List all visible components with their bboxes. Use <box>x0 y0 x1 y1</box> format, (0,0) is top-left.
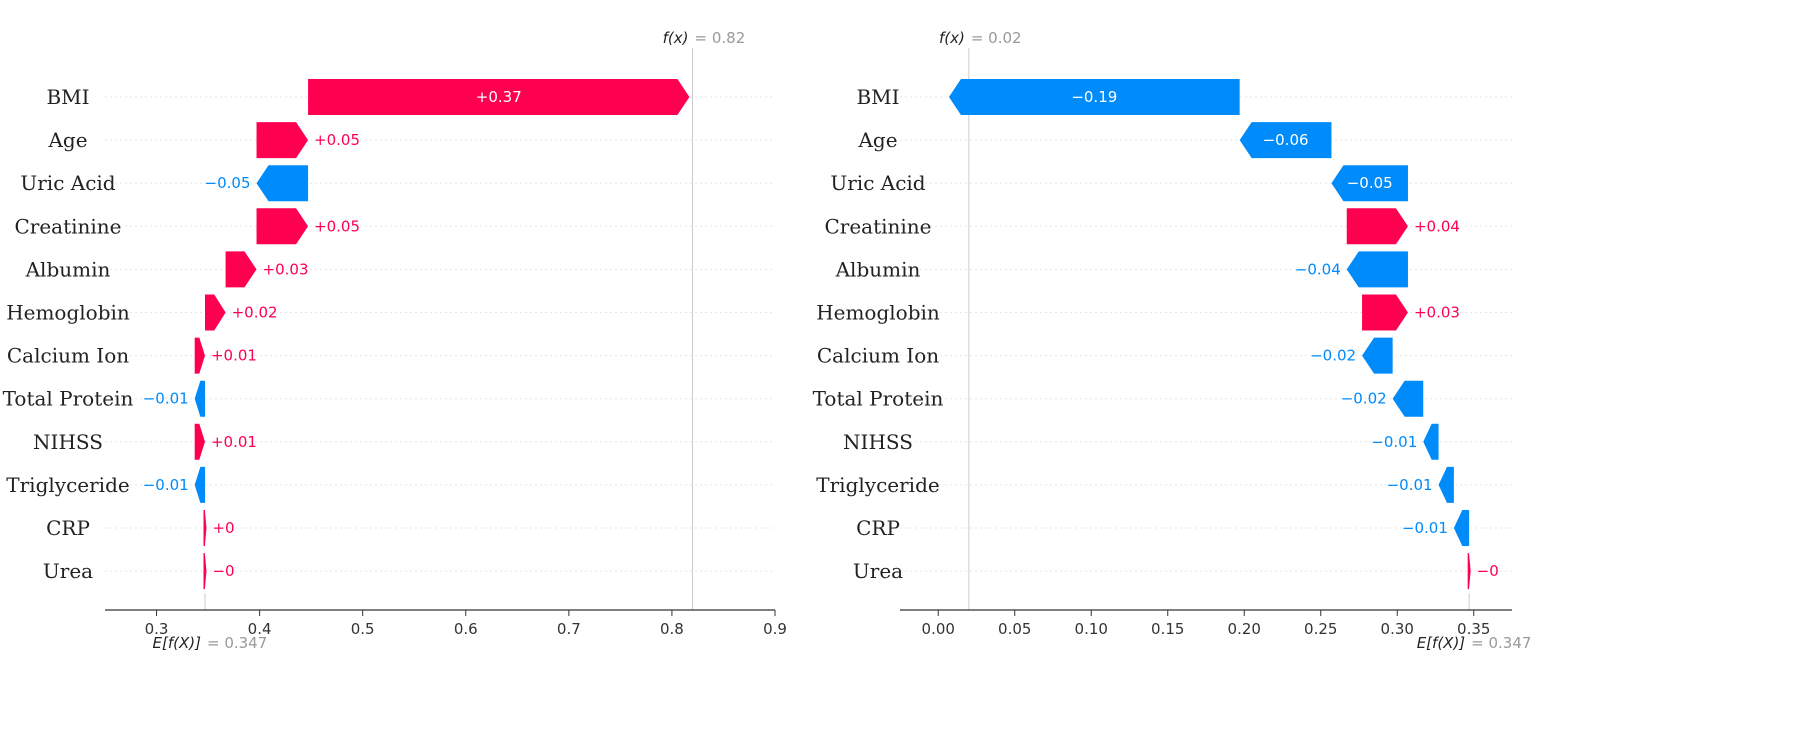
x-tick-label: 0.30 <box>1381 620 1414 638</box>
base-value-label: E[f(X)] <box>1417 634 1466 652</box>
feature-label: Calcium Ion <box>7 344 129 368</box>
x-tick-label: 0.25 <box>1304 620 1337 638</box>
x-tick-label: 0.7 <box>557 620 581 638</box>
x-tick-label: 0.20 <box>1228 620 1261 638</box>
feature-label: Total Protein <box>3 387 134 411</box>
bar-value-label: −0.05 <box>205 174 251 192</box>
bar-age <box>1239 122 1332 159</box>
feature-label: CRP <box>46 516 90 540</box>
bar-calcium-ion <box>1362 337 1393 374</box>
x-tick-label: 0.8 <box>660 620 684 638</box>
feature-label: Hemoglobin <box>6 301 130 325</box>
bar-albumin <box>225 251 257 288</box>
bar-value-label: −0.19 <box>1071 88 1117 106</box>
bar-calcium-ion <box>194 337 205 374</box>
bar-nihss <box>1423 423 1439 460</box>
bar-value-label: +0.37 <box>476 88 522 106</box>
bar-value-label: −0 <box>212 562 234 580</box>
bar-value-label: +0.05 <box>314 217 360 235</box>
x-tick-label: 0.6 <box>454 620 478 638</box>
bar-value-label: +0.03 <box>263 260 309 278</box>
x-tick-label: 0.5 <box>351 620 375 638</box>
bar-urea <box>203 553 207 590</box>
bar-bmi <box>308 79 690 115</box>
waterfall-panel-1: +0.37 BMI +0.05 Age −0.05 Uric Acid +0.05 Creat… <box>3 29 787 652</box>
x-tick-label: 0.15 <box>1151 620 1184 638</box>
bar-value-label: −0.02 <box>1310 347 1356 365</box>
bar-value-label: −0.06 <box>1263 131 1309 149</box>
x-tick-label: 0.9 <box>763 620 787 638</box>
x-tick-label: 0.35 <box>1457 620 1490 638</box>
bar-albumin <box>1346 251 1408 288</box>
feature-label: Urea <box>853 559 903 583</box>
bar-crp <box>1453 510 1470 546</box>
bar-value-label: −0.05 <box>1347 174 1393 192</box>
feature-label: Creatinine <box>824 214 931 238</box>
feature-label: Uric Acid <box>830 171 925 195</box>
bar-value-label: +0 <box>212 519 234 537</box>
bar-value-label: +0.03 <box>1414 304 1460 322</box>
bar-value-label: −0.01 <box>143 476 189 494</box>
bar-value-label: −0.01 <box>1387 476 1433 494</box>
bar-uric-acid <box>256 165 309 202</box>
bar-value-label: +0.04 <box>1414 217 1460 235</box>
bar-uric-acid <box>1331 165 1408 202</box>
bar-creatinine <box>1346 208 1408 245</box>
output-value-label: f(x) <box>939 29 965 47</box>
feature-label: Creatinine <box>14 214 121 238</box>
feature-label: NIHSS <box>843 430 913 454</box>
bar-value-label: +0.01 <box>211 347 257 365</box>
bar-value-label: −0.04 <box>1295 260 1341 278</box>
output-value-number: = 0.02 <box>971 29 1022 47</box>
bar-value-label: +0.01 <box>211 433 257 451</box>
base-value-label: E[f(X)] <box>153 634 202 652</box>
bar-value-label: −0.01 <box>1402 519 1448 537</box>
bar-hemoglobin <box>1362 294 1408 331</box>
feature-label: BMI <box>856 85 899 109</box>
feature-label: Albumin <box>835 257 921 281</box>
waterfall-panel-2: −0.19 BMI −0.06 Age −0.05 Uric Acid +0.04 Creat… <box>813 29 1532 652</box>
feature-label: Calcium Ion <box>817 344 939 368</box>
x-tick-label: 0.10 <box>1075 620 1108 638</box>
bar-triglyceride <box>194 466 205 503</box>
feature-label: BMI <box>46 85 89 109</box>
bar-value-label: −0.01 <box>1371 433 1417 451</box>
output-value-number: = 0.82 <box>695 29 746 47</box>
feature-label: NIHSS <box>33 430 103 454</box>
x-tick-label: 0.05 <box>998 620 1031 638</box>
bar-total-protein <box>194 380 205 417</box>
base-value-number: = 0.347 <box>207 634 267 652</box>
x-tick-label: 0.4 <box>248 620 272 638</box>
feature-label: CRP <box>856 516 900 540</box>
bar-crp <box>203 510 207 546</box>
feature-label: Albumin <box>25 257 111 281</box>
bar-value-label: +0.02 <box>232 304 278 322</box>
bar-triglyceride <box>1438 466 1454 503</box>
feature-label: Total Protein <box>813 387 944 411</box>
feature-label: Triglyceride <box>6 473 129 497</box>
bar-hemoglobin <box>204 294 226 331</box>
feature-label: Triglyceride <box>816 473 939 497</box>
bar-value-label: −0 <box>1477 562 1499 580</box>
bar-creatinine <box>256 208 309 245</box>
bar-value-label: +0.05 <box>314 131 360 149</box>
feature-label: Hemoglobin <box>816 301 940 325</box>
base-value-number: = 0.347 <box>1471 634 1531 652</box>
feature-label: Age <box>47 128 87 152</box>
bar-nihss <box>194 423 205 460</box>
feature-label: Urea <box>43 559 93 583</box>
bar-urea <box>1467 553 1471 590</box>
bar-value-label: −0.02 <box>1341 390 1387 408</box>
feature-label: Uric Acid <box>20 171 115 195</box>
feature-label: Age <box>857 128 897 152</box>
bar-age <box>256 122 309 159</box>
bar-total-protein <box>1392 380 1424 417</box>
bar-bmi <box>948 79 1240 115</box>
x-tick-label: 0.3 <box>145 620 169 638</box>
x-tick-label: 0.00 <box>922 620 955 638</box>
output-value-label: f(x) <box>663 29 689 47</box>
bar-value-label: −0.01 <box>143 390 189 408</box>
